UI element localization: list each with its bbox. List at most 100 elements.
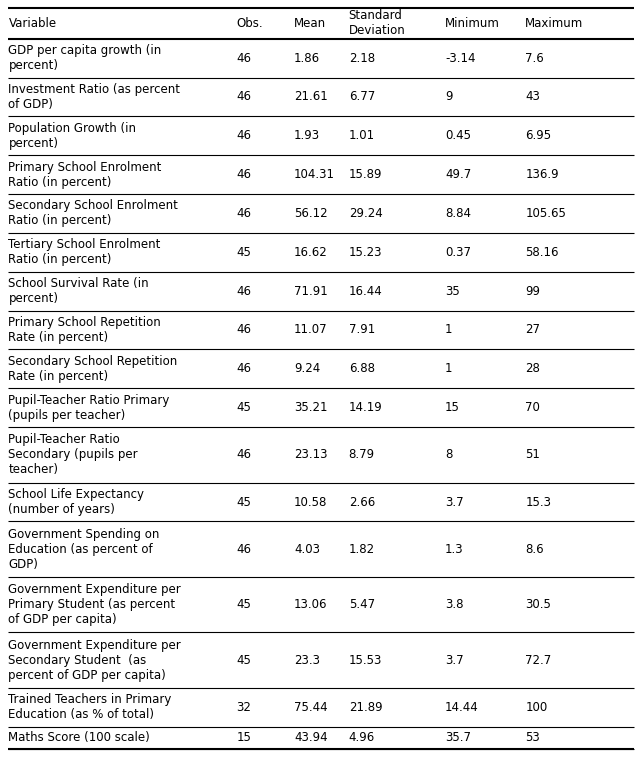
- Text: Secondary School Enrolment
Ratio (in percent): Secondary School Enrolment Ratio (in per…: [8, 200, 178, 228]
- Text: 11.07: 11.07: [294, 323, 327, 336]
- Text: 15.89: 15.89: [349, 168, 382, 181]
- Text: Standard
Deviation: Standard Deviation: [349, 9, 406, 37]
- Text: 100: 100: [525, 701, 548, 714]
- Text: 2.18: 2.18: [349, 52, 375, 65]
- Text: Pupil-Teacher Ratio
Secondary (pupils per
teacher): Pupil-Teacher Ratio Secondary (pupils pe…: [8, 433, 138, 477]
- Text: 43: 43: [525, 90, 540, 103]
- Text: GDP per capita growth (in
percent): GDP per capita growth (in percent): [8, 44, 162, 72]
- Text: Trained Teachers in Primary
Education (as % of total): Trained Teachers in Primary Education (a…: [8, 694, 172, 722]
- Text: 14.44: 14.44: [445, 701, 479, 714]
- Text: 8.79: 8.79: [349, 449, 375, 461]
- Text: 1.01: 1.01: [349, 129, 375, 142]
- Text: 2.66: 2.66: [349, 496, 375, 509]
- Text: 28: 28: [525, 362, 540, 375]
- Text: 16.62: 16.62: [294, 246, 328, 259]
- Text: 0.37: 0.37: [445, 246, 471, 259]
- Text: 46: 46: [236, 323, 251, 336]
- Text: Variable: Variable: [8, 17, 56, 30]
- Text: 71.91: 71.91: [294, 285, 328, 298]
- Text: 46: 46: [236, 543, 251, 556]
- Text: Government Expenditure per
Secondary Student  (as
percent of GDP per capita): Government Expenditure per Secondary Stu…: [8, 639, 181, 682]
- Text: 45: 45: [236, 401, 251, 414]
- Text: 45: 45: [236, 246, 251, 259]
- Text: 6.77: 6.77: [349, 90, 375, 103]
- Text: 53: 53: [525, 732, 540, 745]
- Text: 7.6: 7.6: [525, 52, 544, 65]
- Text: 46: 46: [236, 90, 251, 103]
- Text: 46: 46: [236, 207, 251, 220]
- Text: 1: 1: [445, 362, 453, 375]
- Text: 35.7: 35.7: [445, 732, 471, 745]
- Text: 0.45: 0.45: [445, 129, 471, 142]
- Text: 46: 46: [236, 362, 251, 375]
- Text: 45: 45: [236, 598, 251, 611]
- Text: 9: 9: [445, 90, 453, 103]
- Text: 6.95: 6.95: [525, 129, 551, 142]
- Text: Secondary School Repetition
Rate (in percent): Secondary School Repetition Rate (in per…: [8, 354, 178, 383]
- Text: 23.3: 23.3: [294, 653, 320, 666]
- Text: 3.7: 3.7: [445, 496, 464, 509]
- Text: 70: 70: [525, 401, 540, 414]
- Text: 21.89: 21.89: [349, 701, 382, 714]
- Text: 49.7: 49.7: [445, 168, 471, 181]
- Text: 10.58: 10.58: [294, 496, 327, 509]
- Text: 43.94: 43.94: [294, 732, 327, 745]
- Text: Maximum: Maximum: [525, 17, 584, 30]
- Text: 13.06: 13.06: [294, 598, 327, 611]
- Text: 99: 99: [525, 285, 540, 298]
- Text: 14.19: 14.19: [349, 401, 383, 414]
- Text: 56.12: 56.12: [294, 207, 327, 220]
- Text: 136.9: 136.9: [525, 168, 559, 181]
- Text: 45: 45: [236, 496, 251, 509]
- Text: 27: 27: [525, 323, 540, 336]
- Text: School Life Expectancy
(number of years): School Life Expectancy (number of years): [8, 488, 144, 516]
- Text: 30.5: 30.5: [525, 598, 551, 611]
- Text: Government Spending on
Education (as percent of
GDP): Government Spending on Education (as per…: [8, 528, 160, 571]
- Text: Obs.: Obs.: [236, 17, 263, 30]
- Text: 8.6: 8.6: [525, 543, 544, 556]
- Text: Minimum: Minimum: [445, 17, 500, 30]
- Text: 21.61: 21.61: [294, 90, 328, 103]
- Text: 46: 46: [236, 168, 251, 181]
- Text: 1.86: 1.86: [294, 52, 320, 65]
- Text: 46: 46: [236, 129, 251, 142]
- Text: 4.96: 4.96: [349, 732, 375, 745]
- Text: Pupil-Teacher Ratio Primary
(pupils per teacher): Pupil-Teacher Ratio Primary (pupils per …: [8, 394, 169, 422]
- Text: Tertiary School Enrolment
Ratio (in percent): Tertiary School Enrolment Ratio (in perc…: [8, 238, 160, 266]
- Text: 1.93: 1.93: [294, 129, 320, 142]
- Text: Government Expenditure per
Primary Student (as percent
of GDP per capita): Government Expenditure per Primary Stude…: [8, 583, 181, 626]
- Text: 5.47: 5.47: [349, 598, 375, 611]
- Text: Mean: Mean: [294, 17, 326, 30]
- Text: Primary School Repetition
Rate (in percent): Primary School Repetition Rate (in perce…: [8, 316, 161, 344]
- Text: 15: 15: [445, 401, 460, 414]
- Text: 7.91: 7.91: [349, 323, 375, 336]
- Text: 46: 46: [236, 449, 251, 461]
- Text: School Survival Rate (in
percent): School Survival Rate (in percent): [8, 277, 149, 305]
- Text: 6.88: 6.88: [349, 362, 375, 375]
- Text: 58.16: 58.16: [525, 246, 559, 259]
- Text: 29.24: 29.24: [349, 207, 383, 220]
- Text: 46: 46: [236, 285, 251, 298]
- Text: 8.84: 8.84: [445, 207, 471, 220]
- Text: 1.3: 1.3: [445, 543, 464, 556]
- Text: 1: 1: [445, 323, 453, 336]
- Text: 15.23: 15.23: [349, 246, 382, 259]
- Text: 9.24: 9.24: [294, 362, 320, 375]
- Text: 1.82: 1.82: [349, 543, 375, 556]
- Text: 35: 35: [445, 285, 460, 298]
- Text: 16.44: 16.44: [349, 285, 383, 298]
- Text: -3.14: -3.14: [445, 52, 476, 65]
- Text: 23.13: 23.13: [294, 449, 327, 461]
- Text: 104.31: 104.31: [294, 168, 335, 181]
- Text: Population Growth (in
percent): Population Growth (in percent): [8, 121, 136, 150]
- Text: 45: 45: [236, 653, 251, 666]
- Text: 51: 51: [525, 449, 540, 461]
- Text: Investment Ratio (as percent
of GDP): Investment Ratio (as percent of GDP): [8, 83, 180, 111]
- Text: 3.8: 3.8: [445, 598, 464, 611]
- Text: 32: 32: [236, 701, 251, 714]
- Text: Primary School Enrolment
Ratio (in percent): Primary School Enrolment Ratio (in perce…: [8, 161, 162, 189]
- Text: 15: 15: [236, 732, 251, 745]
- Text: 15.53: 15.53: [349, 653, 382, 666]
- Text: 4.03: 4.03: [294, 543, 320, 556]
- Text: 15.3: 15.3: [525, 496, 551, 509]
